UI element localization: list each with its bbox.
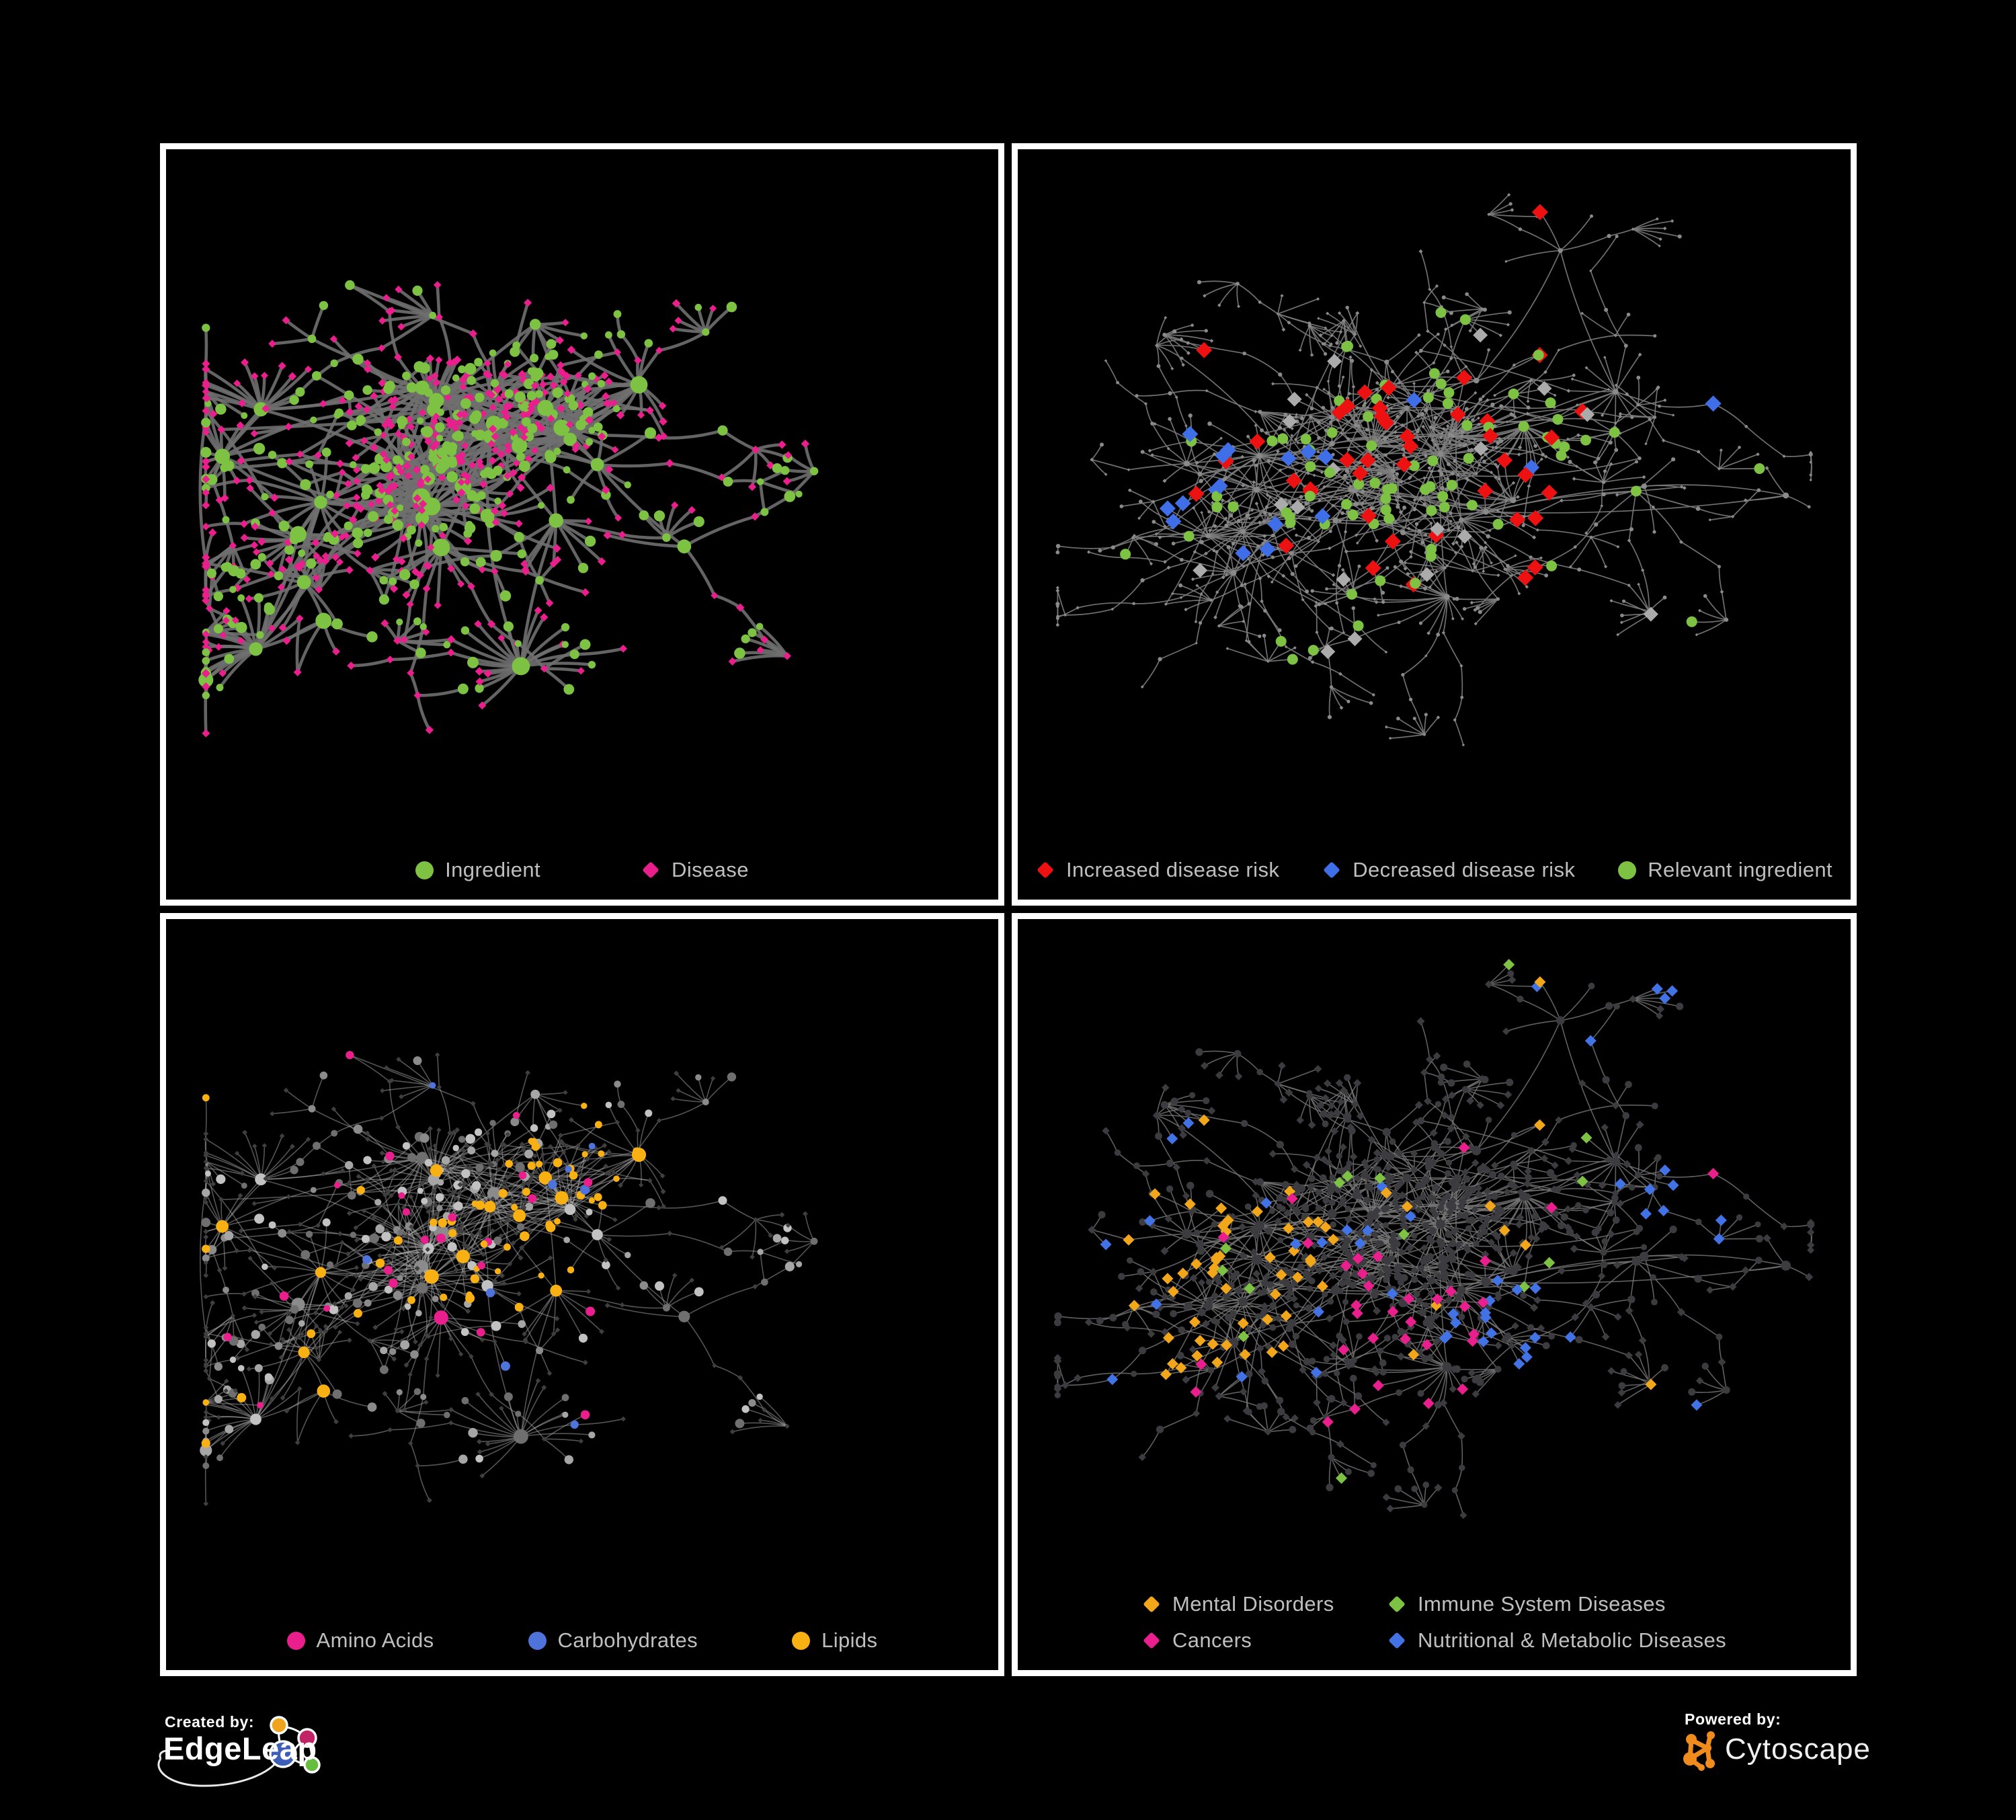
legend-item: Ingredient — [415, 858, 540, 882]
legend-item: Mental Disorders — [1142, 1592, 1387, 1616]
legend-label: Relevant ingredient — [1648, 858, 1832, 881]
panel-disease-category-network: Mental Disorders Immune System Diseases Ca… — [1012, 913, 1857, 1676]
ingredient-disease-legend: Ingredient Disease — [166, 858, 998, 882]
created-by-label: Created by: — [165, 1713, 255, 1731]
legend-grid: Mental Disorders Immune System Diseases Ca… — [1142, 1592, 1726, 1653]
legend-row: Increased disease risk Decreased disease … — [1036, 858, 1832, 882]
edgeleap-logo-green-node — [303, 1756, 321, 1774]
powered-by-lockup: Powered by: — [1681, 1706, 1990, 1787]
legend-item: Cancers — [1142, 1628, 1387, 1653]
legend-label: Decreased disease risk — [1353, 858, 1576, 881]
legend-label: Lipids — [821, 1628, 878, 1652]
legend-diamond-icon — [1323, 861, 1340, 879]
ingredient-disease-network-graph — [198, 280, 819, 738]
legend-diamond-icon — [1388, 1632, 1406, 1649]
legend-diamond-icon — [642, 861, 659, 879]
legend-item: Relevant ingredient — [1618, 858, 1832, 882]
edgeleap-logo-blue-node — [269, 1740, 297, 1768]
powered-by-label: Powered by: — [1685, 1710, 1781, 1728]
cytoscape-brand: Cytoscape — [1725, 1733, 1871, 1766]
disease-category-network-graph — [1053, 959, 1815, 1519]
legend-label: Carbohydrates — [557, 1628, 698, 1652]
panel-chemical-class-network: Amino Acids Carbohydrates Lipids — [160, 913, 1004, 1676]
legend-label: Ingredient — [445, 858, 541, 881]
legend-circle-icon — [792, 1631, 811, 1650]
disease-category-legend: Mental Disorders Immune System Diseases Ca… — [1018, 1592, 1851, 1653]
legend-diamond-icon — [1143, 1595, 1160, 1613]
legend-row: Ingredient Disease — [415, 858, 749, 882]
legend-circle-icon — [1618, 861, 1637, 879]
legend-circle-icon — [286, 1631, 305, 1650]
legend-item: Amino Acids — [286, 1628, 434, 1653]
legend-item: Immune System Diseases — [1387, 1592, 1726, 1616]
legend-item: Nutritional & Metabolic Diseases — [1387, 1628, 1726, 1653]
edgeleap-logo-orange-node — [270, 1716, 288, 1735]
panel-disease-risk-network: Increased disease risk Decreased disease … — [1012, 143, 1857, 906]
legend-item: Decreased disease risk — [1322, 858, 1575, 882]
legend-item: Carbohydrates — [528, 1628, 698, 1653]
legend-label: Disease — [672, 858, 749, 881]
chemical-class-legend: Amino Acids Carbohydrates Lipids — [166, 1628, 998, 1653]
legend-item: Disease — [641, 858, 749, 882]
legend-row: Amino Acids Carbohydrates Lipids — [286, 1628, 878, 1653]
legend-diamond-icon — [1037, 861, 1054, 879]
legend-item: Lipids — [792, 1628, 877, 1653]
legend-label: Immune System Diseases — [1417, 1592, 1666, 1616]
legend-label: Increased disease risk — [1066, 858, 1280, 881]
disease-risk-network-graph — [1055, 193, 1813, 747]
created-by-lockup: Created by: EdgeLeap — [151, 1708, 353, 1809]
edgeleap-brand: EdgeLeap — [163, 1731, 317, 1766]
legend-circle-icon — [528, 1631, 547, 1650]
legend-circle-icon — [415, 861, 434, 879]
cytoscape-logo-icon — [1683, 1731, 1715, 1771]
legend-diamond-icon — [1143, 1632, 1160, 1649]
legend-diamond-icon — [1388, 1595, 1406, 1613]
panel-ingredient-disease-network: Ingredient Disease — [160, 143, 1004, 906]
legend-item: Increased disease risk — [1036, 858, 1279, 882]
disease-risk-legend: Increased disease risk Decreased disease … — [1018, 858, 1851, 882]
chemical-class-network-graph — [199, 1051, 818, 1507]
legend-label: Amino Acids — [316, 1628, 434, 1652]
edgeleap-logo-magenta-node — [297, 1728, 317, 1748]
legend-label: Mental Disorders — [1172, 1592, 1334, 1616]
legend-label: Nutritional & Metabolic Diseases — [1417, 1628, 1727, 1652]
legend-label: Cancers — [1172, 1628, 1252, 1652]
edgeleap-logo-icon — [157, 1716, 321, 1787]
